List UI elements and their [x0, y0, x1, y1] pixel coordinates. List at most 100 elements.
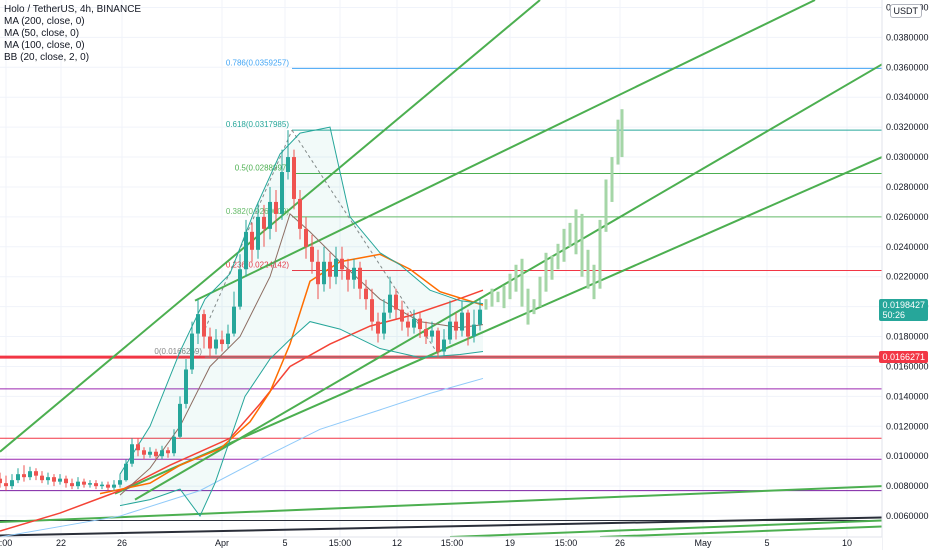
candle-body-18: [106, 484, 110, 488]
time-tick-10: 26: [615, 538, 625, 548]
price-tick-11: 0.0180000: [886, 332, 929, 342]
candle-body-52: [310, 246, 314, 262]
candle-body-72: [430, 330, 434, 337]
time-axis[interactable]: :00 22 26 Apr 5 15:00 12 15:00 19 15:00 26 May 5 10: [0, 536, 882, 550]
current-price-tag: 0.0198427 50:26: [879, 298, 928, 321]
candle-body-7: [40, 475, 44, 481]
candle-body-59: [352, 267, 356, 280]
legend-indicator-ma200[interactable]: MA (200, close, 0): [4, 16, 85, 27]
series-line-5: [119, 321, 484, 518]
candle-body-19: [112, 484, 116, 488]
candle-body-33: [196, 314, 200, 334]
candle-body-34: [202, 314, 206, 337]
candle-body-11: [64, 478, 68, 484]
legend-indicator-ma50[interactable]: MA (50, close, 0): [4, 28, 80, 39]
candle-body-37: [220, 339, 224, 345]
candle-body-49: [292, 157, 296, 199]
candle-body-6: [34, 471, 38, 476]
candle-body-66: [394, 294, 398, 310]
candle-body-48: [286, 157, 290, 173]
currency-button[interactable]: USDT: [889, 4, 922, 18]
candle-body-64: [382, 312, 386, 334]
projection-bar-3: [502, 285, 506, 309]
price-tick-5: 0.0300000: [886, 152, 929, 162]
price-axis[interactable]: 0.04000000.03800000.03600000.03400000.03…: [881, 0, 932, 550]
candle-body-65: [388, 294, 392, 313]
moving-averages: [0, 126, 484, 538]
candlesticks: [0, 130, 482, 491]
candle-body-51: [304, 228, 308, 247]
candle-body-9: [52, 477, 56, 482]
candle-body-46: [274, 201, 278, 214]
projection-bar-19: [598, 219, 602, 289]
legend-indicator-ma100[interactable]: MA (100, close, 0): [4, 40, 85, 51]
candle-body-54: [322, 261, 326, 285]
candle-body-5: [28, 471, 32, 478]
candle-body-40: [238, 269, 242, 307]
chart-legend: Holo / TetherUS, 4h, BINANCE MA (200, cl…: [4, 4, 141, 64]
time-tick-0: :00: [0, 538, 12, 548]
candle-body-23: [136, 444, 140, 451]
price-tick-13: 0.0140000: [886, 391, 929, 401]
projection-bar-22: [616, 119, 620, 165]
time-tick-9: 15:00: [555, 538, 578, 548]
channel-line-5: [449, 519, 883, 538]
candle-body-20: [118, 480, 122, 485]
candle-body-79: [472, 324, 476, 337]
candle-body-39: [232, 306, 236, 334]
time-tick-4: 5: [282, 538, 287, 548]
projection-bars: [484, 109, 624, 325]
projection-bar-12: [556, 243, 560, 270]
candle-body-30: [178, 403, 182, 437]
projection-bar-4: [508, 273, 512, 300]
series-line-1: [0, 289, 484, 532]
current-price-value: 0.0198427: [882, 299, 925, 310]
legend-indicator-bb[interactable]: BB (20, close, 2, 0): [4, 52, 90, 63]
candle-body-8: [46, 477, 50, 481]
legend-title: Holo / TetherUS, 4h, BINANCE: [4, 4, 142, 15]
candle-body-41: [244, 231, 248, 270]
time-tick-12: 5: [764, 538, 769, 548]
price-tick-12: 0.0160000: [886, 361, 929, 371]
candle-body-50: [298, 198, 302, 229]
candle-body-24: [142, 450, 146, 455]
candle-body-55: [328, 261, 332, 277]
candle-body-32: [190, 333, 194, 370]
time-tick-8: 19: [505, 538, 515, 548]
candle-body-68: [406, 321, 410, 328]
fib-label-5: 0(0.0166269): [154, 347, 202, 356]
candle-body-14: [82, 481, 86, 485]
candle-body-26: [154, 451, 158, 457]
candle-body-73: [436, 330, 440, 352]
price-tick-16: 0.0080000: [886, 481, 929, 491]
channel-line-7: [599, 525, 883, 538]
time-tick-6: 12: [392, 538, 402, 548]
candle-body-70: [418, 318, 422, 330]
series-line-0: [0, 377, 484, 538]
time-tick-1: 22: [56, 538, 66, 548]
candle-body-2: [10, 480, 14, 487]
projection-bar-2: [496, 291, 500, 303]
candle-body-53: [316, 261, 320, 285]
candle-body-63: [376, 321, 380, 334]
price-tick-14: 0.0120000: [886, 421, 929, 431]
channel-line-3: [114, 156, 883, 495]
candle-body-27: [160, 450, 164, 457]
bb-fill-area: [120, 127, 483, 517]
time-axis-bg: [0, 537, 882, 550]
projection-bar-8: [532, 299, 536, 315]
price-tick-9: 0.0220000: [886, 272, 929, 282]
price-tick-17: 0.0060000: [886, 511, 929, 521]
candle-body-69: [412, 318, 416, 328]
price-axis-bg: [882, 0, 932, 550]
projection-bar-13: [562, 228, 566, 262]
candle-body-3: [16, 474, 20, 481]
time-tick-2: 26: [117, 538, 127, 548]
time-tick-11: May: [694, 538, 712, 548]
candle-body-80: [478, 309, 482, 325]
projection-bar-20: [604, 179, 608, 232]
candle-body-74: [442, 339, 446, 352]
candle-body-4: [22, 474, 26, 478]
candle-body-76: [454, 321, 458, 331]
